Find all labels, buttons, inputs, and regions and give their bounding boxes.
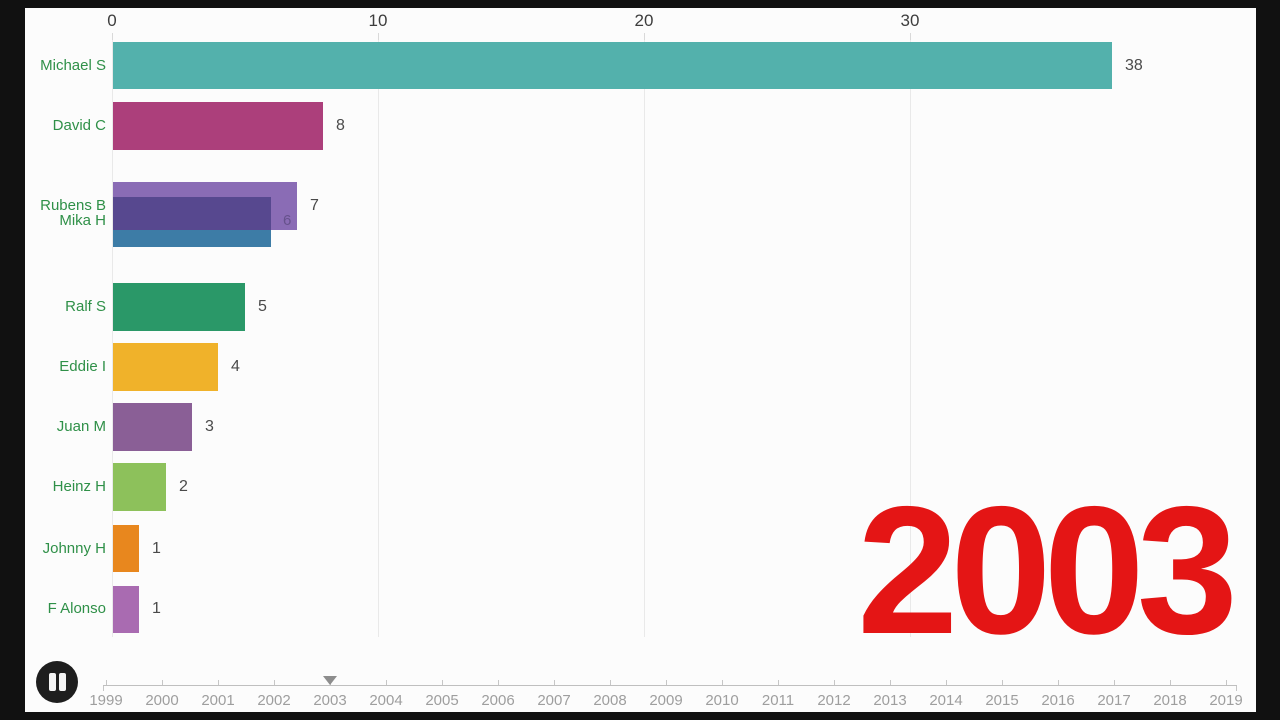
axis-tick-mark: [910, 33, 911, 40]
timeline-tick-2017: [1114, 680, 1115, 685]
timeline-year-2002[interactable]: 2002: [257, 692, 291, 709]
timeline-year-1999[interactable]: 1999: [89, 692, 123, 709]
bar-label-juan-m: Juan M: [56, 418, 106, 435]
timeline-tick-2018: [1170, 680, 1171, 685]
pause-icon: [49, 673, 56, 691]
timeline-year-2018[interactable]: 2018: [1153, 692, 1187, 709]
bar-f-alonso: [113, 586, 139, 633]
bar-mika-h-overlay-1: [113, 230, 271, 247]
gridline-20: [644, 40, 645, 637]
bar-label-rubens-b: Rubens B: [40, 197, 106, 214]
bar-label-eddie-i: Eddie I: [59, 358, 106, 375]
bar-value-michael-s: 38: [1125, 57, 1143, 74]
bar-mika-h-overlay-0: [113, 197, 271, 230]
timeline-tick-1999: [106, 680, 107, 685]
timeline-tick-2008: [610, 680, 611, 685]
axis-tick-label: 0: [107, 11, 117, 30]
timeline-tick-2004: [386, 680, 387, 685]
bar-label-ralf-s: Ralf S: [65, 298, 106, 315]
timeline-cap-start: [103, 686, 104, 691]
axis-tick-mark: [378, 33, 379, 40]
bar-ghost-value-mika-h: 6: [283, 212, 292, 229]
bar-value-eddie-i: 4: [231, 358, 240, 375]
letterbox-bottom: [0, 712, 1280, 720]
gridline-10: [378, 40, 379, 637]
bar-label-johnny-h: Johnny H: [42, 540, 106, 557]
bar-juan-m: [113, 403, 192, 451]
timeline-year-2013[interactable]: 2013: [873, 692, 907, 709]
timeline-year-2004[interactable]: 2004: [369, 692, 403, 709]
timeline-year-2000[interactable]: 2000: [145, 692, 179, 709]
timeline-axis-line: [103, 685, 1237, 686]
timeline-year-2017[interactable]: 2017: [1097, 692, 1131, 709]
bar-label-mika-h: Mika H: [59, 212, 106, 229]
axis-tick-label: 20: [634, 11, 654, 30]
timeline-year-2014[interactable]: 2014: [929, 692, 963, 709]
timeline-tick-2015: [1002, 680, 1003, 685]
bar-value-juan-m: 3: [205, 418, 214, 435]
bar-value-johnny-h: 1: [152, 540, 161, 557]
bar-heinz-h: [113, 463, 166, 511]
pause-icon: [59, 673, 66, 691]
current-year-display: 2003: [857, 468, 1238, 672]
timeline-tick-2006: [498, 680, 499, 685]
axis-tick-mark: [644, 33, 645, 40]
letterbox-top: [0, 0, 1280, 8]
timeline-tick-2000: [162, 680, 163, 685]
timeline-year-2008[interactable]: 2008: [593, 692, 627, 709]
bar-value-f-alonso: 1: [152, 600, 161, 617]
timeline-tick-2013: [890, 680, 891, 685]
timeline-tick-2011: [778, 680, 779, 685]
bar-michael-s: [113, 42, 1112, 89]
timeline-tick-2002: [274, 680, 275, 685]
timeline-tick-2014: [946, 680, 947, 685]
timeline-tick-2001: [218, 680, 219, 685]
timeline-tick-2016: [1058, 680, 1059, 685]
timeline-year-2009[interactable]: 2009: [649, 692, 683, 709]
timeline-year-2003[interactable]: 2003: [313, 692, 347, 709]
timeline-year-2015[interactable]: 2015: [985, 692, 1019, 709]
letterbox-left: [0, 0, 25, 720]
timeline-year-2012[interactable]: 2012: [817, 692, 851, 709]
timeline-year-2001[interactable]: 2001: [201, 692, 235, 709]
timeline-tick-2007: [554, 680, 555, 685]
timeline-year-2010[interactable]: 2010: [705, 692, 739, 709]
bar-value-heinz-h: 2: [179, 478, 188, 495]
chart-stage: 0 10 20 30 Michael S 38 David C 8 Rubens B 7 Ralf…: [25, 8, 1256, 712]
timeline-tick-2005: [442, 680, 443, 685]
timeline-tick-2010: [722, 680, 723, 685]
bar-johnny-h: [113, 525, 139, 572]
timeline-year-2016[interactable]: 2016: [1041, 692, 1075, 709]
timeline-tick-2009: [666, 680, 667, 685]
bar-label-heinz-h: Heinz H: [52, 478, 106, 495]
timeline-year-2007[interactable]: 2007: [537, 692, 571, 709]
bar-label-david-c: David C: [52, 117, 106, 134]
letterbox-right: [1256, 0, 1280, 720]
timeline-year-2005[interactable]: 2005: [425, 692, 459, 709]
timeline-cap-end: [1236, 686, 1237, 691]
axis-tick-mark: [112, 33, 113, 40]
timeline-position-marker[interactable]: [323, 676, 337, 685]
bar-value-david-c: 8: [336, 117, 345, 134]
bar-label-f-alonso: F Alonso: [47, 600, 106, 617]
gridline-0: [112, 40, 113, 637]
bar-ralf-s: [113, 283, 245, 331]
bar-eddie-i: [113, 343, 218, 391]
axis-tick-label: 10: [368, 11, 388, 30]
axis-tick-label: 30: [900, 11, 920, 30]
timeline-year-2011[interactable]: 2011: [761, 692, 795, 709]
timeline-year-2006[interactable]: 2006: [481, 692, 515, 709]
bar-label-michael-s: Michael S: [40, 57, 106, 74]
timeline-year-2019[interactable]: 2019: [1209, 692, 1243, 709]
gridline-30: [910, 40, 911, 637]
bar-value-ralf-s: 5: [258, 298, 267, 315]
bar-value-rubens-b: 7: [310, 197, 319, 214]
pause-button[interactable]: [36, 661, 78, 703]
timeline-tick-2019: [1226, 680, 1227, 685]
timeline-tick-2012: [834, 680, 835, 685]
bar-david-c: [113, 102, 323, 150]
